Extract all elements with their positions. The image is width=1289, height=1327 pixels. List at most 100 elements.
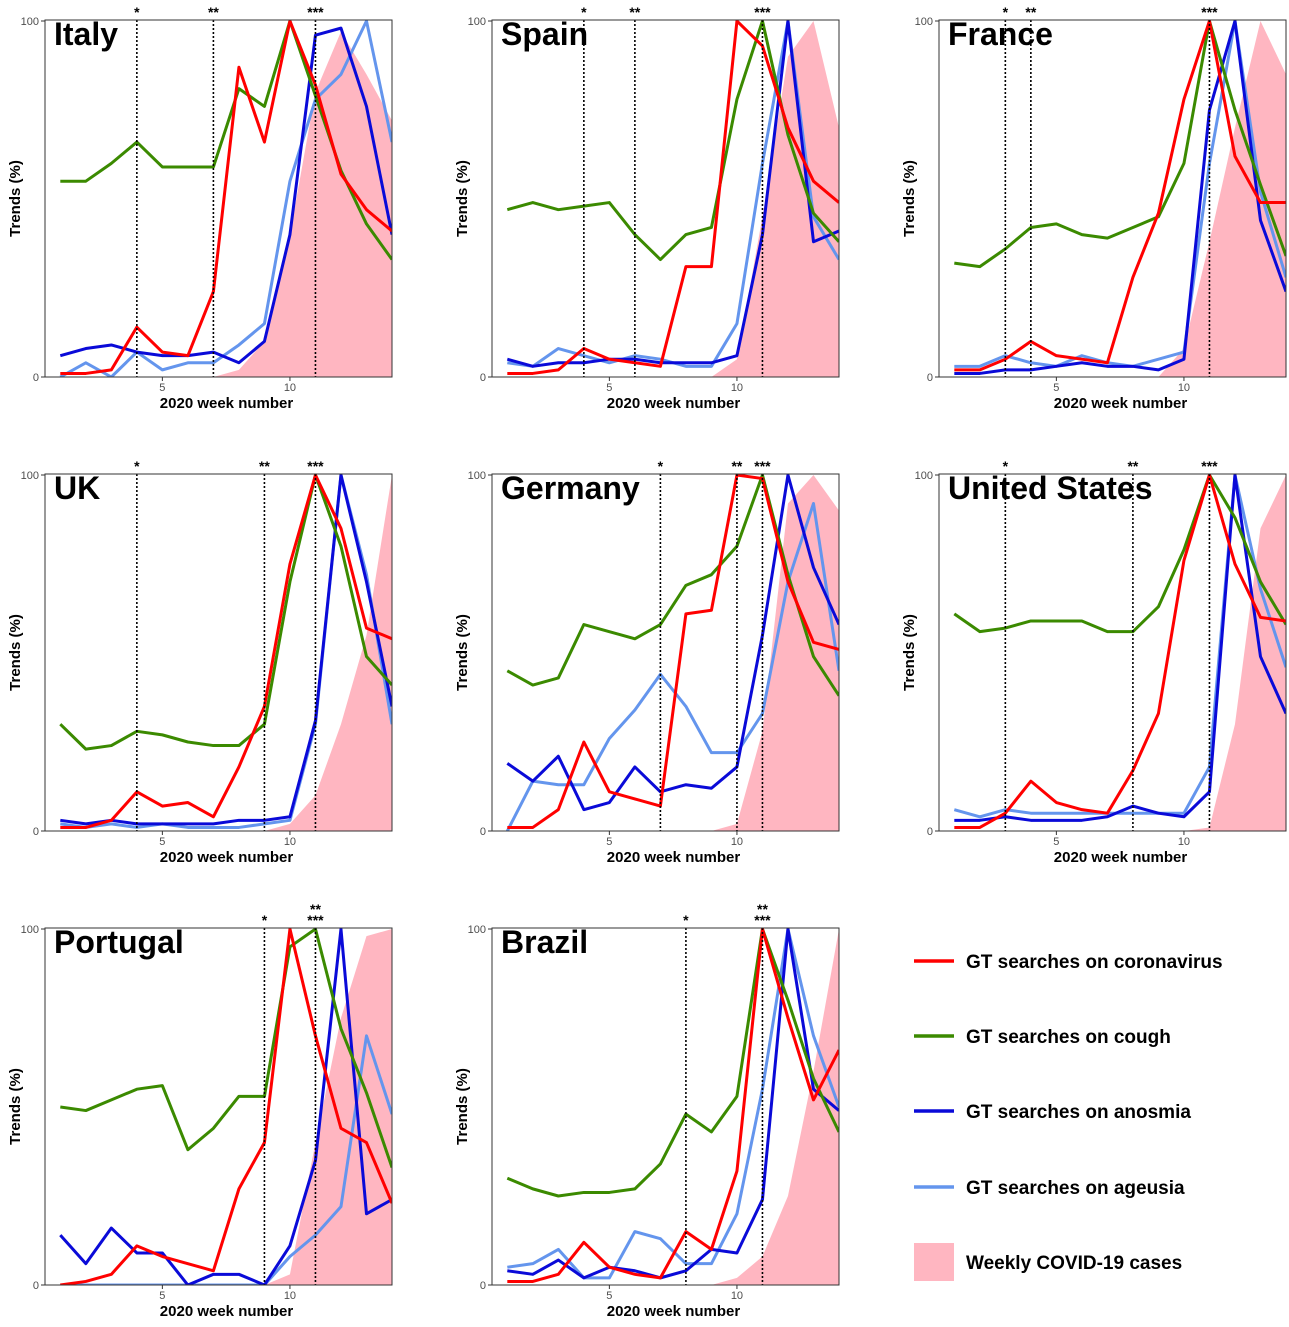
series-coronavirus-line — [954, 20, 1286, 372]
event-marker-label: *** — [754, 458, 771, 474]
legend-label: Weekly COVID-19 cases — [966, 1253, 1182, 1274]
series-coronavirus-line — [60, 20, 392, 375]
event-marker-label: ** — [757, 901, 768, 917]
series-cases-area — [954, 475, 1286, 831]
x-axis-label: 2020 week number — [160, 1303, 294, 1320]
series-cough-line — [954, 20, 1286, 269]
series-cases-area — [60, 929, 392, 1285]
series-coronavirus-line — [507, 20, 839, 375]
y-axis-label: Trends (%) — [901, 614, 918, 691]
event-marker-label: ** — [1025, 4, 1036, 20]
x-tick-label: 5 — [1053, 836, 1059, 848]
plot-area — [59, 928, 392, 1285]
y-tick-label: 100 — [915, 470, 933, 482]
series-cough-line — [506, 928, 839, 1198]
y-tick-label: 100 — [21, 924, 39, 936]
x-tick-label: 10 — [284, 836, 296, 848]
panel-border — [44, 473, 393, 832]
y-tick-label: 100 — [21, 16, 39, 28]
x-tick-label: 5 — [159, 382, 165, 394]
panel-title: Portugal — [54, 924, 184, 960]
legend-swatch — [914, 1243, 954, 1281]
event-marker-label: ** — [731, 458, 742, 474]
series-anosmia-line — [60, 474, 392, 826]
series-anosmia-line — [506, 474, 839, 812]
series-coronavirus-line — [60, 474, 392, 829]
panel-border — [491, 19, 840, 378]
y-axis-label: Trends (%) — [7, 160, 24, 237]
event-marker-label: *** — [307, 912, 324, 928]
y-tick-label: 100 — [21, 470, 39, 482]
x-tick-label: 10 — [731, 382, 743, 394]
x-axis-label: 2020 week number — [160, 849, 294, 866]
event-marker-label: ** — [629, 4, 640, 20]
x-tick-label: 10 — [284, 382, 296, 394]
event-marker-label: * — [134, 4, 140, 20]
y-tick-label: 100 — [468, 16, 486, 28]
legend-label: GT searches on anosmia — [966, 1102, 1191, 1123]
y-tick-label: 0 — [33, 372, 39, 384]
series-coronavirus-line — [507, 928, 839, 1283]
series-ageusia-line — [505, 501, 839, 831]
x-axis-label: 2020 week number — [1054, 849, 1188, 866]
x-axis-label: 2020 week number — [607, 849, 741, 866]
x-tick-label: 5 — [606, 836, 612, 848]
y-tick-label: 100 — [468, 470, 486, 482]
series-cases-area — [507, 475, 839, 831]
x-tick-label: 5 — [606, 1290, 612, 1302]
y-tick-label: 100 — [468, 924, 486, 936]
event-marker-label: *** — [1201, 4, 1218, 20]
y-tick-label: 0 — [927, 372, 933, 384]
y-tick-label: 0 — [480, 1280, 486, 1292]
x-tick-label: 10 — [1178, 836, 1190, 848]
series-anosmia-line — [59, 26, 392, 365]
series-cough-line — [506, 474, 839, 697]
series-anosmia-line — [954, 474, 1286, 822]
series-cough-line — [953, 474, 1286, 634]
event-marker-label: *** — [307, 4, 324, 20]
x-tick-label: 5 — [1053, 382, 1059, 394]
plot-area — [954, 20, 1286, 377]
event-marker-label: * — [683, 912, 689, 928]
series-anosmia-line — [954, 20, 1286, 375]
series-cough-line — [59, 474, 392, 751]
y-axis-label: Trends (%) — [454, 160, 471, 237]
legend-item-anosmia: GT searches on anosmia — [914, 1102, 1191, 1123]
series-coronavirus-line — [954, 474, 1286, 829]
series-ageusia-line — [59, 20, 392, 377]
plot-area — [506, 20, 839, 377]
plot-area — [506, 928, 839, 1285]
series-anosmia-line — [507, 928, 839, 1280]
series-ageusia-line — [507, 928, 839, 1280]
event-marker-label: *** — [1201, 458, 1218, 474]
y-axis-label: Trends (%) — [454, 1068, 471, 1145]
x-axis-label: 2020 week number — [607, 1303, 741, 1320]
event-marker-label: *** — [754, 4, 771, 20]
series-coronavirus-line — [60, 928, 392, 1285]
legend: GT searches on coronavirus GT searches on… — [914, 952, 1223, 1281]
event-marker-label: ** — [259, 458, 270, 474]
event-marker-label: ** — [1127, 458, 1138, 474]
plot-area — [59, 474, 392, 831]
legend-label: GT searches on cough — [966, 1027, 1171, 1048]
panel-border — [938, 19, 1287, 378]
panel-title: Italy — [54, 16, 118, 52]
panel-border — [44, 927, 393, 1286]
legend-item-cough: GT searches on cough — [914, 1027, 1171, 1048]
series-cases-area — [507, 929, 839, 1285]
x-tick-label: 5 — [606, 382, 612, 394]
x-axis-label: 2020 week number — [1054, 395, 1188, 412]
y-tick-label: 0 — [480, 826, 486, 838]
y-tick-label: 0 — [927, 826, 933, 838]
y-axis-label: Trends (%) — [7, 614, 24, 691]
legend-item-cases: Weekly COVID-19 cases — [914, 1243, 1182, 1281]
x-tick-label: 10 — [284, 1290, 296, 1302]
x-tick-label: 5 — [159, 1290, 165, 1302]
event-marker-label: * — [658, 458, 664, 474]
